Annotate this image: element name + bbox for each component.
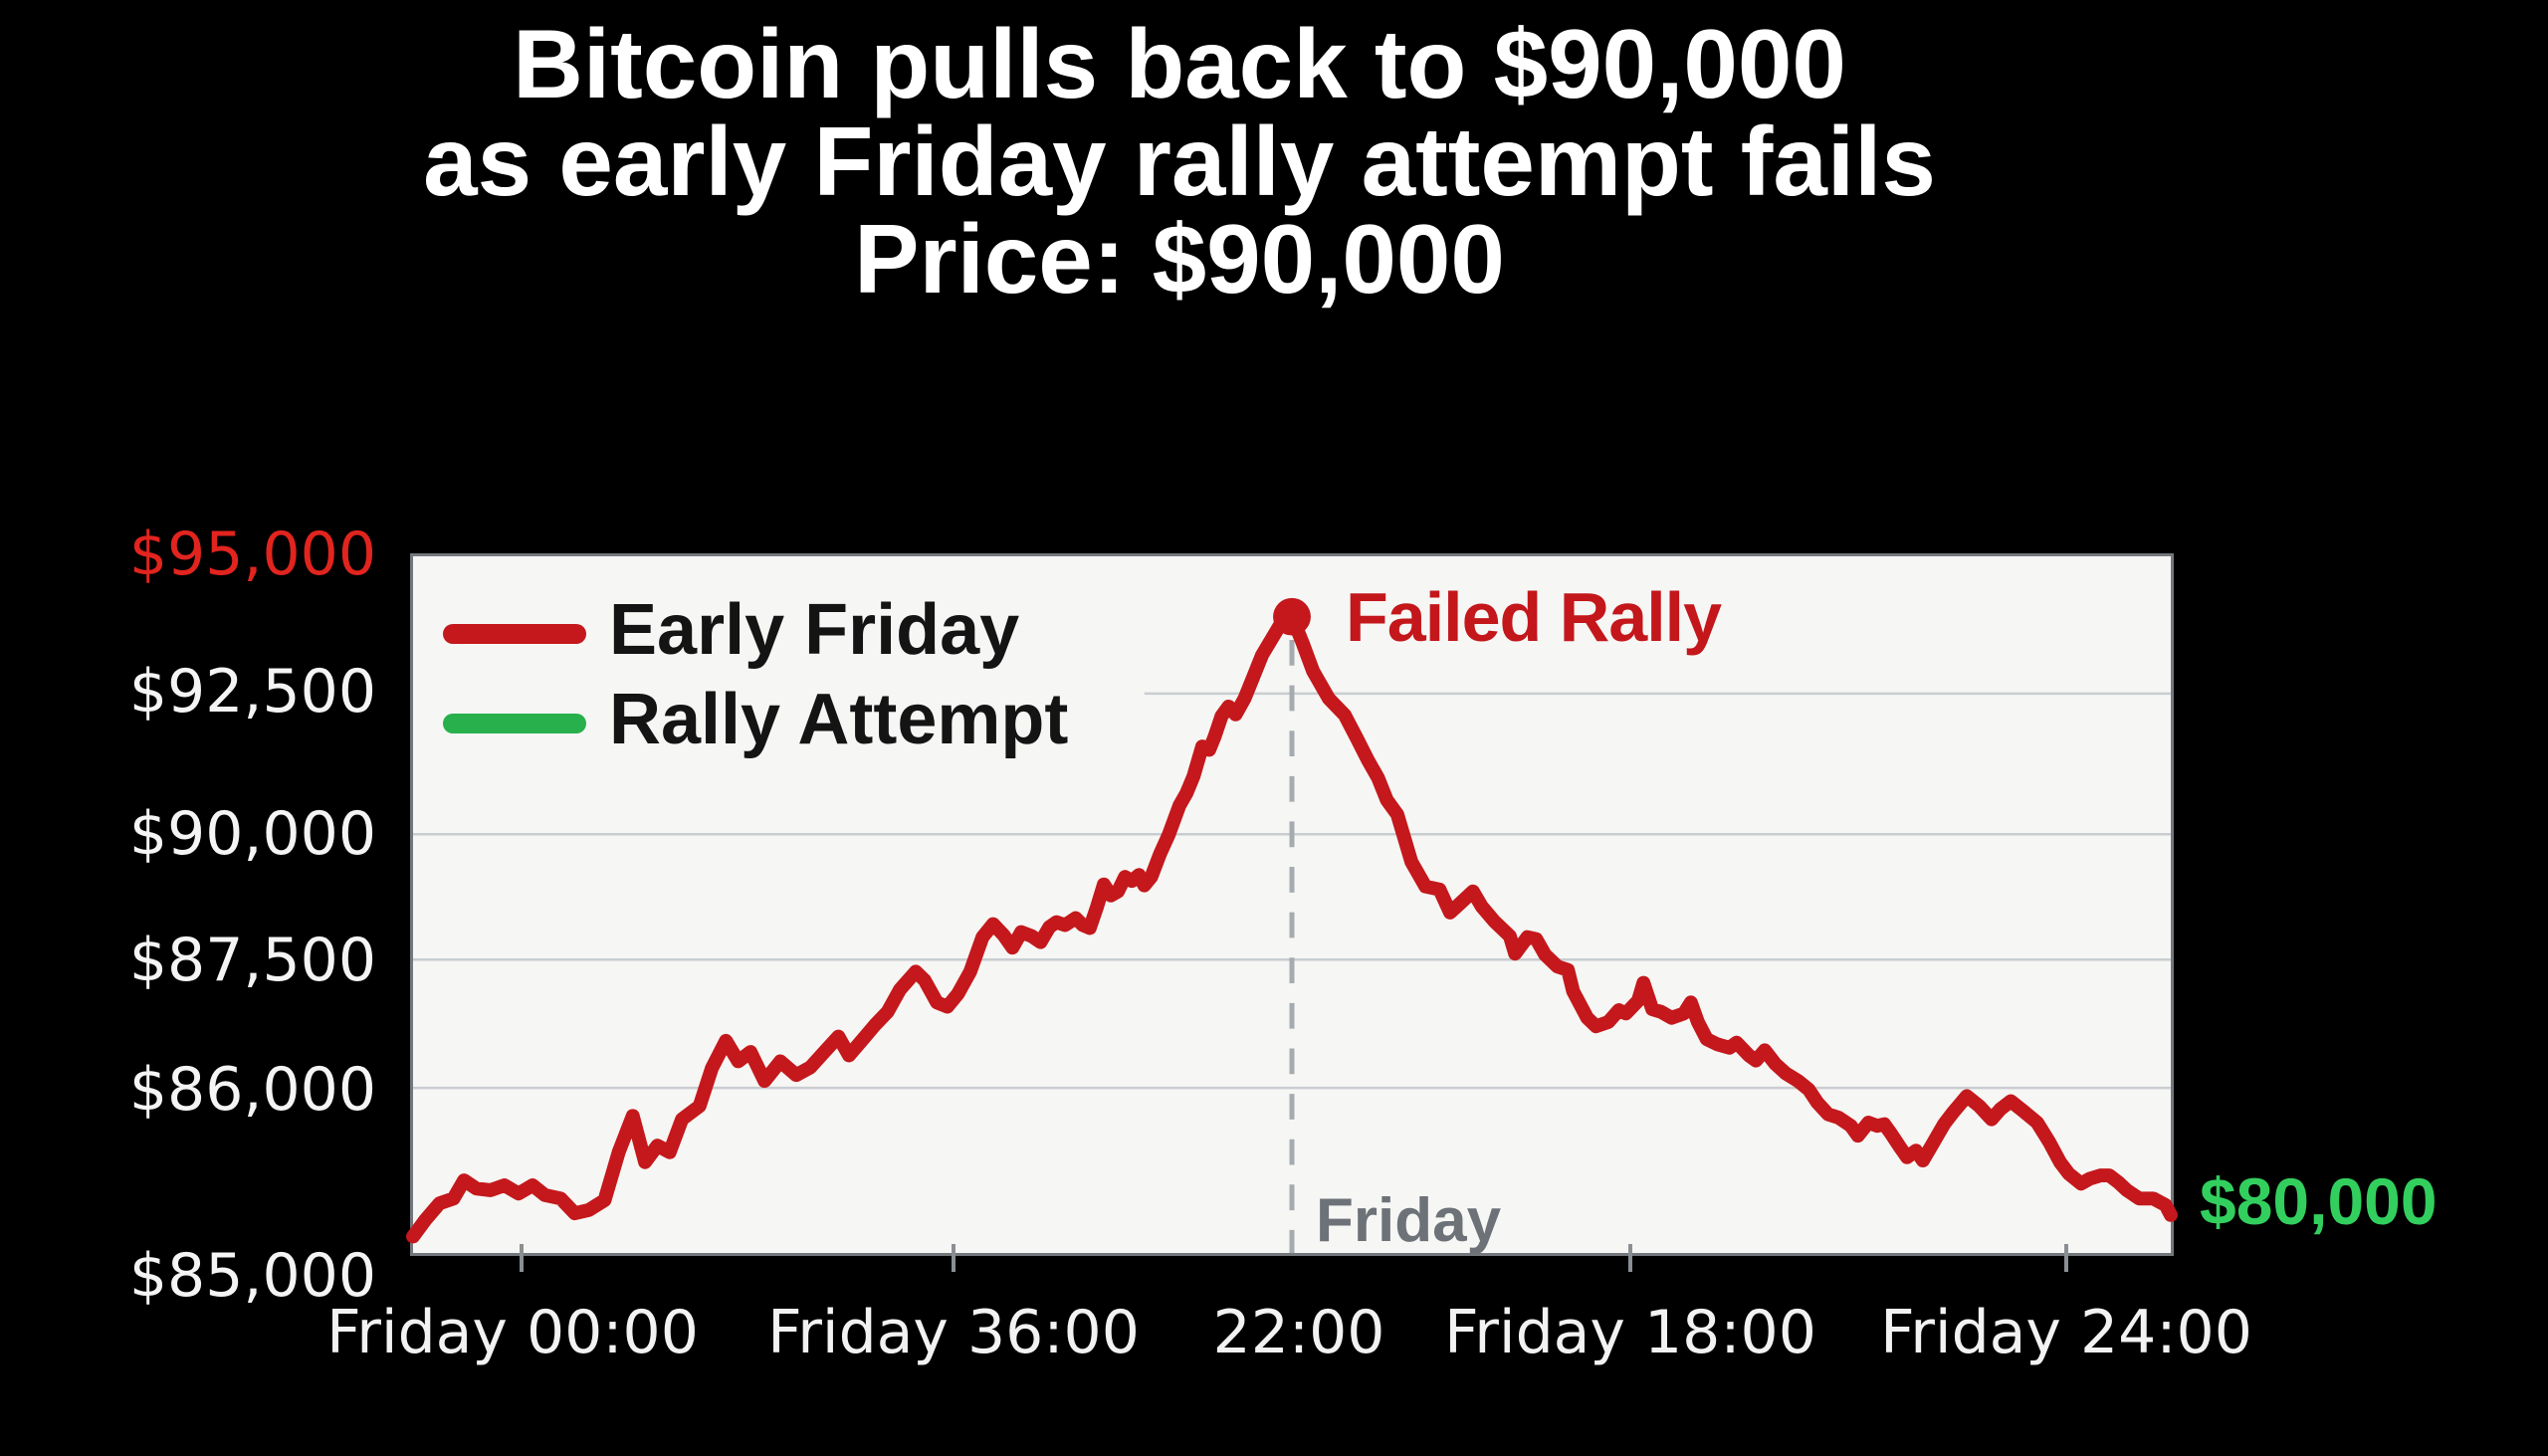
- x-axis-label: Friday 00:00: [326, 1298, 699, 1367]
- price-chart: [406, 597, 2178, 1253]
- x-axis-tick: [952, 1244, 956, 1272]
- price-line-early-friday: [406, 609, 2178, 1244]
- y-axis-label: $95,000: [128, 520, 376, 589]
- peak-dot: [1273, 597, 1311, 636]
- x-axis-label: Friday 36:00: [767, 1298, 1140, 1367]
- legend-label-rally-attempt: Rally Attempt: [609, 680, 1069, 759]
- legend-swatch-early-friday: [443, 624, 586, 644]
- x-axis-label: Friday 24:00: [1880, 1298, 2252, 1367]
- y-axis-label: $85,000: [128, 1241, 376, 1311]
- y-axis-label: $90,000: [128, 799, 376, 869]
- x-axis-tick: [1628, 1244, 1632, 1272]
- plot-area: [406, 553, 2178, 1256]
- x-axis-label: Friday 18:00: [1444, 1298, 1816, 1367]
- price-80000-label: $80,000: [2200, 1164, 2438, 1238]
- legend-label-early-friday: Early Friday: [609, 590, 1020, 670]
- title-line-2: as early Friday rally attempt fails: [423, 106, 1936, 216]
- y-axis-label: $92,500: [128, 657, 376, 727]
- x-axis-tick: [2064, 1244, 2068, 1272]
- y-axis-label: $86,000: [128, 1055, 376, 1125]
- y-axis-label: $87,500: [128, 926, 376, 995]
- x-axis-tick: [520, 1244, 524, 1272]
- title-line-3: Price: $90,000: [854, 204, 1505, 313]
- x-axis-label: 22:00: [1212, 1298, 1385, 1367]
- friday-annotation: Friday: [1316, 1186, 1502, 1255]
- title-line-1: Bitcoin pulls back to $90,000: [513, 9, 1846, 118]
- legend-swatch-rally-attempt: [443, 714, 586, 733]
- failed-rally-annotation: Failed Rally: [1346, 578, 1722, 656]
